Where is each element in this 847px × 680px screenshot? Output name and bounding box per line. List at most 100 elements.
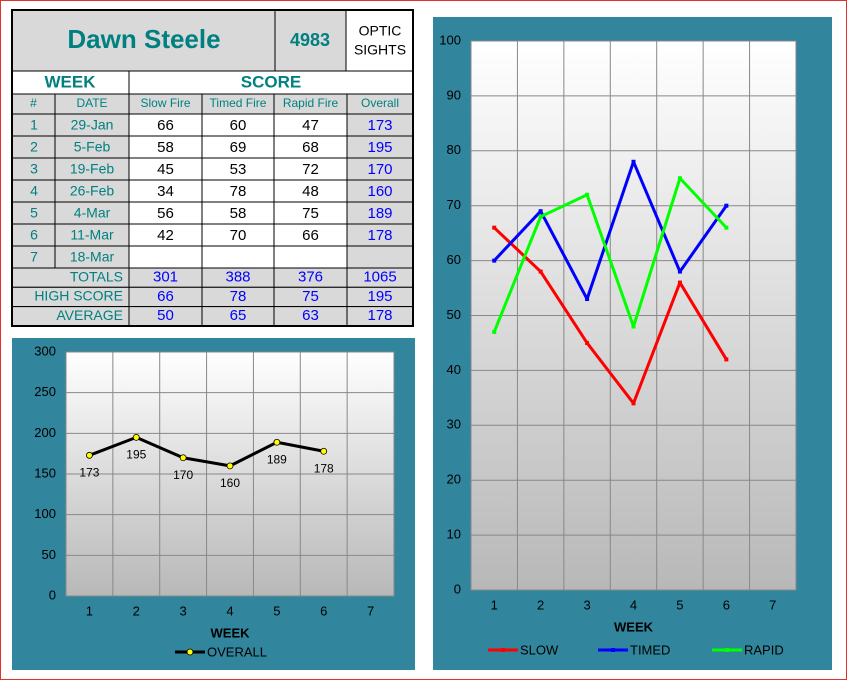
x-tick-label: 7 bbox=[769, 597, 776, 612]
cell-text: 19-Feb bbox=[70, 161, 115, 177]
y-tick-label: 10 bbox=[447, 527, 461, 542]
marker bbox=[677, 176, 682, 181]
player-name: Dawn Steele bbox=[67, 24, 220, 54]
player-id: 4983 bbox=[290, 30, 330, 50]
series-line bbox=[493, 226, 728, 405]
cell-text: 5 bbox=[30, 205, 38, 221]
marker bbox=[186, 648, 194, 656]
column-header: # bbox=[30, 96, 37, 110]
marker bbox=[320, 447, 328, 455]
column-header: Timed Fire bbox=[210, 96, 267, 110]
cell-text: 78 bbox=[230, 183, 247, 200]
x-tick-label: 4 bbox=[630, 597, 637, 612]
marker bbox=[538, 269, 543, 274]
y-tick-label: 30 bbox=[447, 417, 461, 432]
x-tick-label: 5 bbox=[676, 597, 683, 612]
marker bbox=[724, 357, 729, 362]
summary-value: 78 bbox=[230, 288, 247, 305]
x-tick-label: 7 bbox=[367, 603, 374, 618]
cell-text: 60 bbox=[230, 117, 247, 134]
y-tick-label: 40 bbox=[447, 362, 461, 377]
legend-label: TIMED bbox=[630, 642, 670, 657]
y-tick-label: 20 bbox=[447, 472, 461, 487]
legend-label: RAPID bbox=[744, 642, 784, 657]
y-tick-label: 60 bbox=[447, 252, 461, 267]
series-line bbox=[88, 435, 324, 468]
marker bbox=[631, 324, 636, 329]
summary-value: 178 bbox=[367, 307, 392, 324]
marker bbox=[631, 401, 636, 406]
y-tick-label: 0 bbox=[49, 587, 56, 602]
cell-text: 68 bbox=[302, 139, 319, 156]
y-tick-label: 100 bbox=[439, 32, 461, 47]
data-label: 178 bbox=[314, 461, 334, 475]
marker bbox=[538, 214, 543, 219]
y-tick-label: 70 bbox=[447, 197, 461, 212]
column-header: Slow Fire bbox=[140, 96, 190, 110]
cell-text: 4 bbox=[30, 183, 38, 199]
marker bbox=[585, 297, 590, 302]
summary-value: 66 bbox=[157, 288, 174, 305]
legend-label: SLOW bbox=[520, 642, 559, 657]
x-tick-label: 3 bbox=[583, 597, 590, 612]
cell-text: 3 bbox=[30, 161, 38, 177]
cell-text: 29-Jan bbox=[71, 117, 114, 133]
summary-label: AVERAGE bbox=[56, 307, 123, 323]
marker bbox=[677, 269, 682, 274]
x-tick-label: 5 bbox=[273, 603, 280, 618]
x-axis-title: WEEK bbox=[614, 619, 654, 634]
summary-label: HIGH SCORE bbox=[34, 288, 123, 304]
x-tick-label: 2 bbox=[133, 603, 140, 618]
cell-text: 58 bbox=[157, 139, 174, 156]
y-tick-label: 0 bbox=[454, 581, 461, 596]
cell-text: 2 bbox=[30, 139, 38, 155]
y-tick-label: 90 bbox=[447, 87, 461, 102]
summary-value: 376 bbox=[298, 269, 323, 286]
cell-text: 195 bbox=[367, 139, 392, 156]
cell-text: 66 bbox=[302, 227, 319, 244]
cell-text: 6 bbox=[30, 227, 38, 243]
plot-border bbox=[470, 40, 797, 591]
marker bbox=[86, 451, 93, 459]
x-tick-label: 6 bbox=[320, 603, 327, 618]
y-tick-label: 300 bbox=[34, 343, 56, 358]
cell-text: 48 bbox=[302, 183, 319, 200]
cell-text: 7 bbox=[30, 249, 38, 265]
cell-text: 66 bbox=[157, 117, 174, 134]
cell bbox=[345, 9, 414, 72]
group-header: SCORE bbox=[241, 72, 301, 91]
table-border bbox=[11, 9, 414, 327]
cell-text: 69 bbox=[230, 139, 247, 156]
cell-text: 170 bbox=[367, 161, 392, 178]
cell-text: 75 bbox=[302, 205, 319, 222]
data-label: 189 bbox=[267, 452, 287, 466]
summary-value: 388 bbox=[225, 269, 250, 286]
marker bbox=[273, 438, 281, 446]
plot-border bbox=[65, 351, 395, 597]
marker bbox=[492, 258, 497, 263]
series-line bbox=[493, 160, 728, 301]
summary-value: 50 bbox=[157, 307, 174, 324]
data-label: 170 bbox=[173, 468, 193, 482]
marker bbox=[492, 329, 497, 334]
marker bbox=[631, 159, 636, 164]
marker bbox=[725, 648, 729, 652]
y-tick-label: 250 bbox=[34, 384, 56, 399]
column-header: DATE bbox=[76, 96, 107, 110]
data-label: 195 bbox=[126, 448, 146, 462]
marker bbox=[179, 454, 187, 462]
cell-text: 173 bbox=[367, 117, 392, 134]
marker bbox=[585, 192, 590, 197]
series-line bbox=[492, 176, 728, 333]
marker bbox=[677, 280, 682, 285]
summary-label: TOTALS bbox=[70, 268, 123, 284]
cell-text: 18-Mar bbox=[70, 249, 115, 265]
marker bbox=[724, 225, 729, 230]
x-tick-label: 1 bbox=[491, 597, 498, 612]
cell-text: 53 bbox=[230, 161, 247, 178]
cell-text: 45 bbox=[157, 161, 174, 178]
summary-value: 63 bbox=[302, 307, 319, 324]
group-header: WEEK bbox=[45, 72, 97, 91]
y-tick-label: 80 bbox=[447, 142, 461, 157]
